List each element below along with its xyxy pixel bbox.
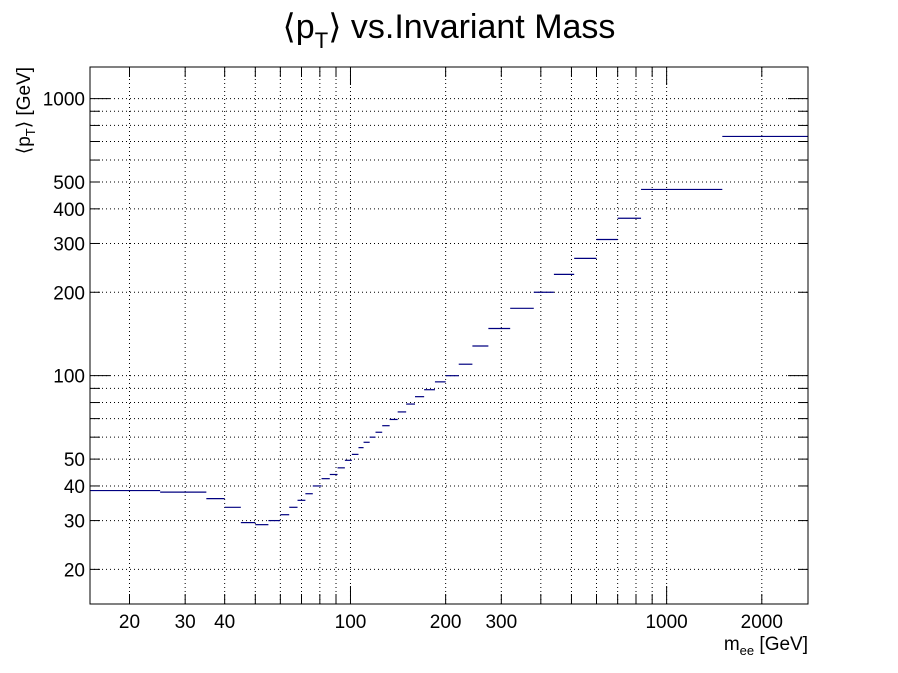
x-axis-label: mee [GeV] — [724, 634, 808, 658]
x-tick-label: 20 — [119, 612, 140, 633]
chart-title: ⟨pT⟩ vs.Invariant Mass — [283, 8, 616, 53]
y-tick-label: 30 — [64, 512, 85, 533]
y-tick-label: 300 — [53, 234, 85, 255]
y-tick-label: 100 — [53, 367, 85, 388]
x-tick-label: 30 — [175, 612, 196, 633]
x-tick-labels: 20 30 40 100 200 300 1000 2000 — [119, 612, 783, 633]
series-markers — [90, 135, 808, 526]
y-tick-label: 40 — [64, 477, 85, 498]
y-tick-label: 50 — [64, 450, 85, 471]
plot-frame — [89, 66, 809, 605]
x-tick-label: 1000 — [645, 612, 687, 633]
y-tick-label: 400 — [53, 200, 85, 221]
grid — [90, 67, 808, 604]
x-tick-label: 200 — [430, 612, 462, 633]
y-tick-label: 200 — [53, 283, 85, 304]
y-tick-label: 20 — [64, 560, 85, 581]
y-tick-labels: 20 30 40 50 100 200 300 400 500 1000 — [43, 90, 85, 582]
x-tick-label: 40 — [214, 612, 235, 633]
axis-ticks — [90, 67, 808, 604]
x-tick-label: 100 — [335, 612, 367, 633]
x-tick-label: 300 — [485, 612, 517, 633]
y-axis-label: ⟨pT⟩ [GeV] — [14, 67, 38, 154]
y-tick-label: 500 — [53, 173, 85, 194]
y-tick-label: 1000 — [43, 90, 85, 111]
x-tick-label: 2000 — [741, 612, 783, 633]
